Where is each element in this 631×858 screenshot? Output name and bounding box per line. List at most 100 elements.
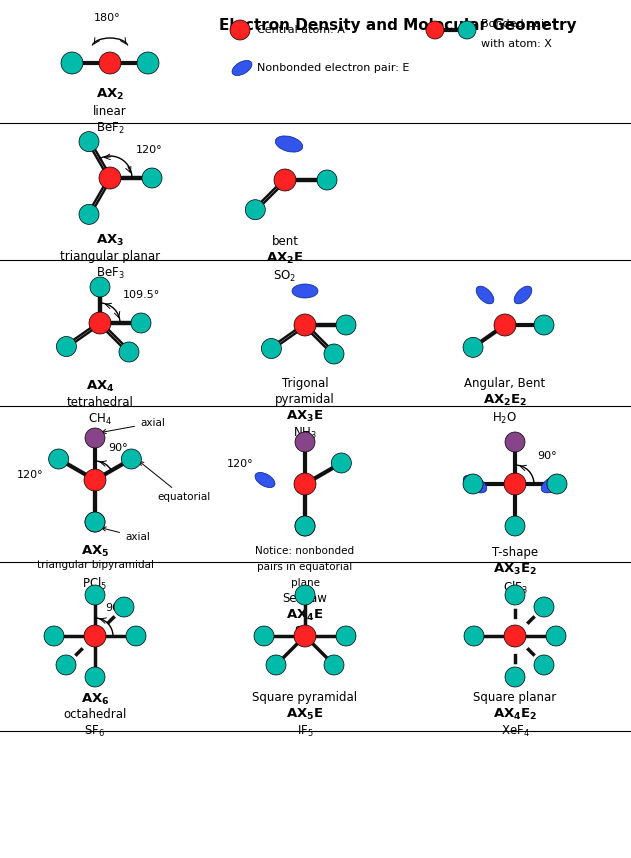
- Circle shape: [534, 655, 554, 675]
- Text: $\mathbf{AX_2E}$: $\mathbf{AX_2E}$: [266, 251, 304, 266]
- Circle shape: [84, 625, 106, 647]
- Text: IF$_5$: IF$_5$: [297, 724, 314, 739]
- Text: bent: bent: [271, 235, 298, 248]
- Circle shape: [79, 131, 99, 152]
- Circle shape: [336, 626, 356, 646]
- Circle shape: [266, 655, 286, 675]
- Text: XeF$_4$: XeF$_4$: [500, 724, 529, 739]
- Circle shape: [534, 315, 554, 335]
- Circle shape: [458, 21, 476, 39]
- Text: 90°: 90°: [108, 443, 127, 453]
- Text: PCl$_5$: PCl$_5$: [83, 576, 108, 592]
- Text: SO$_2$: SO$_2$: [273, 269, 297, 284]
- Text: NH$_3$: NH$_3$: [293, 426, 317, 441]
- Text: 90°: 90°: [537, 451, 557, 461]
- Circle shape: [494, 314, 516, 336]
- Text: $\mathbf{AX_4}$: $\mathbf{AX_4}$: [86, 379, 114, 394]
- Circle shape: [336, 315, 356, 335]
- Circle shape: [85, 512, 105, 532]
- Text: $\mathbf{AX_4E_2}$: $\mathbf{AX_4E_2}$: [493, 707, 537, 722]
- Ellipse shape: [292, 284, 318, 298]
- Circle shape: [254, 626, 274, 646]
- Text: Notice: nonbonded: Notice: nonbonded: [256, 546, 355, 556]
- Text: Central atom: A: Central atom: A: [257, 25, 345, 35]
- Text: 109.5°: 109.5°: [123, 290, 160, 300]
- Ellipse shape: [541, 475, 565, 492]
- Circle shape: [119, 342, 139, 362]
- Circle shape: [137, 52, 159, 74]
- Text: $\mathbf{AX_5}$: $\mathbf{AX_5}$: [81, 544, 109, 559]
- Text: BeF$_2$: BeF$_2$: [96, 121, 124, 136]
- Text: 120°: 120°: [227, 459, 253, 469]
- Text: Square planar: Square planar: [473, 691, 557, 704]
- Circle shape: [463, 474, 483, 494]
- Ellipse shape: [476, 286, 494, 304]
- Text: triangular bipyramidal: triangular bipyramidal: [37, 560, 153, 570]
- Text: axial: axial: [102, 527, 150, 542]
- Text: $\mathbf{AX_3E}$: $\mathbf{AX_3E}$: [286, 409, 324, 424]
- Text: Nonbonded electron pair: E: Nonbonded electron pair: E: [257, 63, 410, 73]
- Text: Electron Density and Molecular Geometry: Electron Density and Molecular Geometry: [219, 18, 576, 33]
- Text: pyramidal: pyramidal: [275, 393, 335, 406]
- Circle shape: [99, 52, 121, 74]
- Text: $\mathbf{AX_5E}$: $\mathbf{AX_5E}$: [286, 707, 324, 722]
- Circle shape: [261, 339, 281, 359]
- Circle shape: [142, 168, 162, 188]
- Text: BeF$_3$: BeF$_3$: [96, 266, 124, 281]
- Text: 90°: 90°: [105, 603, 125, 613]
- Circle shape: [294, 314, 316, 336]
- Circle shape: [426, 21, 444, 39]
- Circle shape: [317, 170, 337, 190]
- Ellipse shape: [514, 286, 532, 304]
- Ellipse shape: [463, 475, 487, 492]
- Circle shape: [85, 667, 105, 687]
- Text: tetrahedral: tetrahedral: [66, 396, 133, 409]
- Circle shape: [294, 473, 316, 495]
- Text: axial: axial: [102, 418, 165, 433]
- Text: octahedral: octahedral: [63, 708, 127, 721]
- Circle shape: [547, 474, 567, 494]
- Circle shape: [295, 516, 315, 536]
- Circle shape: [131, 313, 151, 333]
- Text: H$_2$O: H$_2$O: [492, 411, 517, 426]
- Circle shape: [89, 312, 111, 334]
- Text: $\mathbf{AX_4E}$: $\mathbf{AX_4E}$: [286, 608, 324, 623]
- Text: with atom: X: with atom: X: [481, 39, 552, 49]
- Circle shape: [464, 626, 484, 646]
- Text: linear: linear: [93, 105, 127, 118]
- Text: ClF$_3$: ClF$_3$: [502, 580, 528, 596]
- Circle shape: [294, 625, 316, 647]
- Circle shape: [56, 336, 76, 357]
- Circle shape: [114, 597, 134, 617]
- Circle shape: [505, 432, 525, 452]
- Text: Bonded pair: Bonded pair: [481, 19, 549, 29]
- Text: 180°: 180°: [93, 13, 121, 23]
- Text: SF$_4$: SF$_4$: [295, 625, 316, 640]
- Text: $\mathbf{AX_2}$: $\mathbf{AX_2}$: [96, 87, 124, 102]
- Text: $\mathbf{AX_3}$: $\mathbf{AX_3}$: [96, 233, 124, 248]
- Circle shape: [245, 200, 265, 220]
- Text: Seesaw: Seesaw: [283, 592, 327, 605]
- Circle shape: [505, 585, 525, 605]
- Text: triangular planar: triangular planar: [60, 250, 160, 263]
- Circle shape: [331, 453, 351, 473]
- Text: equatorial: equatorial: [139, 462, 210, 502]
- Text: $\mathbf{AX_6}$: $\mathbf{AX_6}$: [81, 692, 109, 707]
- Text: Trigonal: Trigonal: [281, 377, 328, 390]
- Circle shape: [504, 473, 526, 495]
- Circle shape: [295, 585, 315, 605]
- Circle shape: [85, 428, 105, 448]
- Text: $\mathbf{AX_3E_2}$: $\mathbf{AX_3E_2}$: [493, 562, 537, 577]
- Circle shape: [274, 169, 296, 191]
- Circle shape: [504, 625, 526, 647]
- Circle shape: [90, 277, 110, 297]
- Circle shape: [49, 449, 69, 469]
- Ellipse shape: [232, 60, 252, 76]
- Text: $\mathbf{AX_2E_2}$: $\mathbf{AX_2E_2}$: [483, 393, 527, 408]
- Circle shape: [505, 516, 525, 536]
- Circle shape: [44, 626, 64, 646]
- Ellipse shape: [275, 136, 303, 152]
- Text: plane: plane: [290, 578, 319, 588]
- Circle shape: [61, 52, 83, 74]
- Text: Square pyramidal: Square pyramidal: [252, 691, 358, 704]
